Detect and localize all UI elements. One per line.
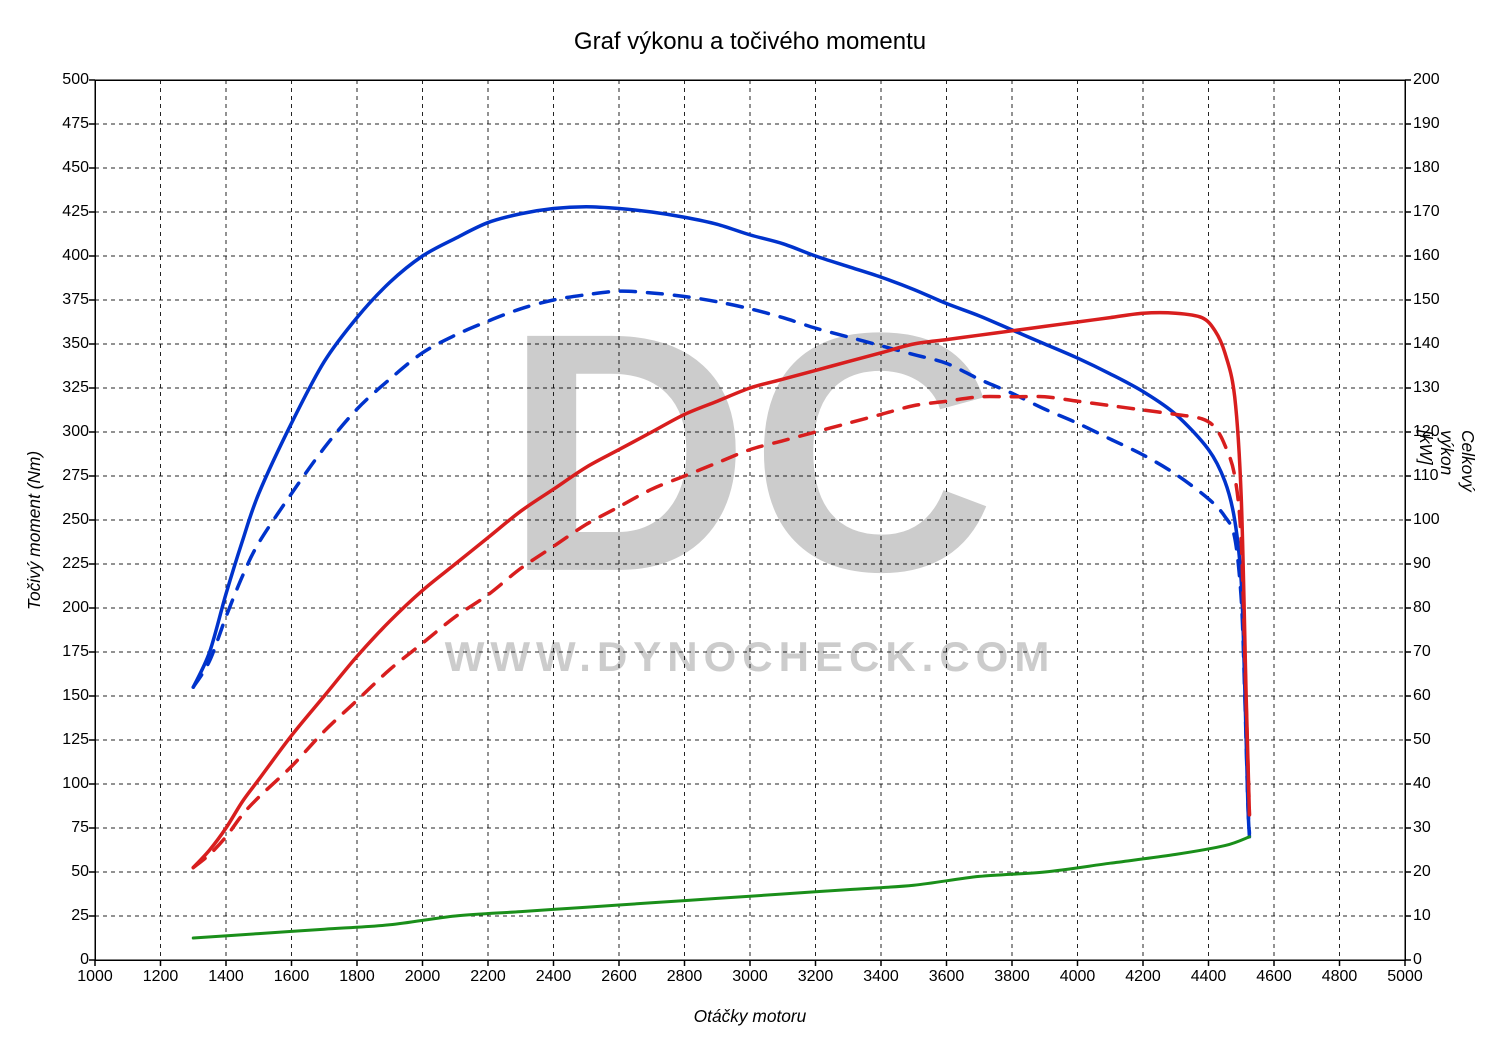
y2-tick: 20 bbox=[1413, 863, 1457, 881]
y1-tick: 150 bbox=[45, 687, 89, 705]
y1-tick: 250 bbox=[45, 511, 89, 529]
y1-tick: 75 bbox=[45, 819, 89, 837]
y1-tick: 375 bbox=[45, 291, 89, 309]
y1-tick: 50 bbox=[45, 863, 89, 881]
y1-tick: 200 bbox=[45, 599, 89, 617]
y1-tick: 25 bbox=[45, 907, 89, 925]
y2-tick: 120 bbox=[1413, 423, 1457, 441]
x-tick: 4000 bbox=[1060, 968, 1096, 986]
y2-tick: 90 bbox=[1413, 555, 1457, 573]
y2-tick: 80 bbox=[1413, 599, 1457, 617]
y1-tick: 275 bbox=[45, 467, 89, 485]
x-tick: 3600 bbox=[929, 968, 965, 986]
y1-tick: 400 bbox=[45, 247, 89, 265]
x-tick: 4800 bbox=[1322, 968, 1358, 986]
x-tick: 3000 bbox=[732, 968, 768, 986]
y2-tick: 70 bbox=[1413, 643, 1457, 661]
y1-tick: 125 bbox=[45, 731, 89, 749]
y2-tick: 10 bbox=[1413, 907, 1457, 925]
x-tick: 3200 bbox=[798, 968, 834, 986]
x-tick: 4600 bbox=[1256, 968, 1292, 986]
x-tick: 4400 bbox=[1191, 968, 1227, 986]
x-tick: 2800 bbox=[667, 968, 703, 986]
y2-tick: 60 bbox=[1413, 687, 1457, 705]
y2-tick: 150 bbox=[1413, 291, 1457, 309]
y1-tick: 450 bbox=[45, 159, 89, 177]
y2-tick: 40 bbox=[1413, 775, 1457, 793]
series-loss-power bbox=[193, 837, 1249, 938]
y1-tick: 325 bbox=[45, 379, 89, 397]
y1-tick: 425 bbox=[45, 203, 89, 221]
x-tick: 2000 bbox=[405, 968, 441, 986]
x-tick: 1000 bbox=[77, 968, 113, 986]
y2-tick: 190 bbox=[1413, 115, 1457, 133]
y2-tick: 170 bbox=[1413, 203, 1457, 221]
x-tick: 3400 bbox=[863, 968, 899, 986]
y1-tick: 225 bbox=[45, 555, 89, 573]
y2-tick: 110 bbox=[1413, 467, 1457, 485]
x-tick: 5000 bbox=[1387, 968, 1423, 986]
y1-tick: 475 bbox=[45, 115, 89, 133]
x-tick: 1400 bbox=[208, 968, 244, 986]
y1-tick: 0 bbox=[45, 951, 89, 969]
x-tick: 2400 bbox=[536, 968, 572, 986]
y1-tick: 100 bbox=[45, 775, 89, 793]
y2-tick: 160 bbox=[1413, 247, 1457, 265]
y2-tick: 140 bbox=[1413, 335, 1457, 353]
y2-tick: 180 bbox=[1413, 159, 1457, 177]
x-tick: 1200 bbox=[143, 968, 179, 986]
dyno-chart: DCWWW.DYNOCHECK.COM bbox=[0, 0, 1500, 1041]
y1-tick: 300 bbox=[45, 423, 89, 441]
x-tick: 1800 bbox=[339, 968, 375, 986]
y2-tick: 130 bbox=[1413, 379, 1457, 397]
x-tick: 2200 bbox=[470, 968, 506, 986]
y2-tick: 200 bbox=[1413, 71, 1457, 89]
y1-tick: 350 bbox=[45, 335, 89, 353]
y2-tick: 50 bbox=[1413, 731, 1457, 749]
y2-tick: 100 bbox=[1413, 511, 1457, 529]
y1-tick: 500 bbox=[45, 71, 89, 89]
y2-tick: 0 bbox=[1413, 951, 1457, 969]
chart-container: { "canvas": { "width": 1500, "height": 1… bbox=[0, 0, 1500, 1041]
y1-tick: 175 bbox=[45, 643, 89, 661]
x-tick: 3800 bbox=[994, 968, 1030, 986]
x-tick: 1600 bbox=[274, 968, 310, 986]
x-tick: 2600 bbox=[601, 968, 637, 986]
y2-tick: 30 bbox=[1413, 819, 1457, 837]
chart-grid bbox=[95, 80, 1405, 960]
x-tick: 4200 bbox=[1125, 968, 1161, 986]
